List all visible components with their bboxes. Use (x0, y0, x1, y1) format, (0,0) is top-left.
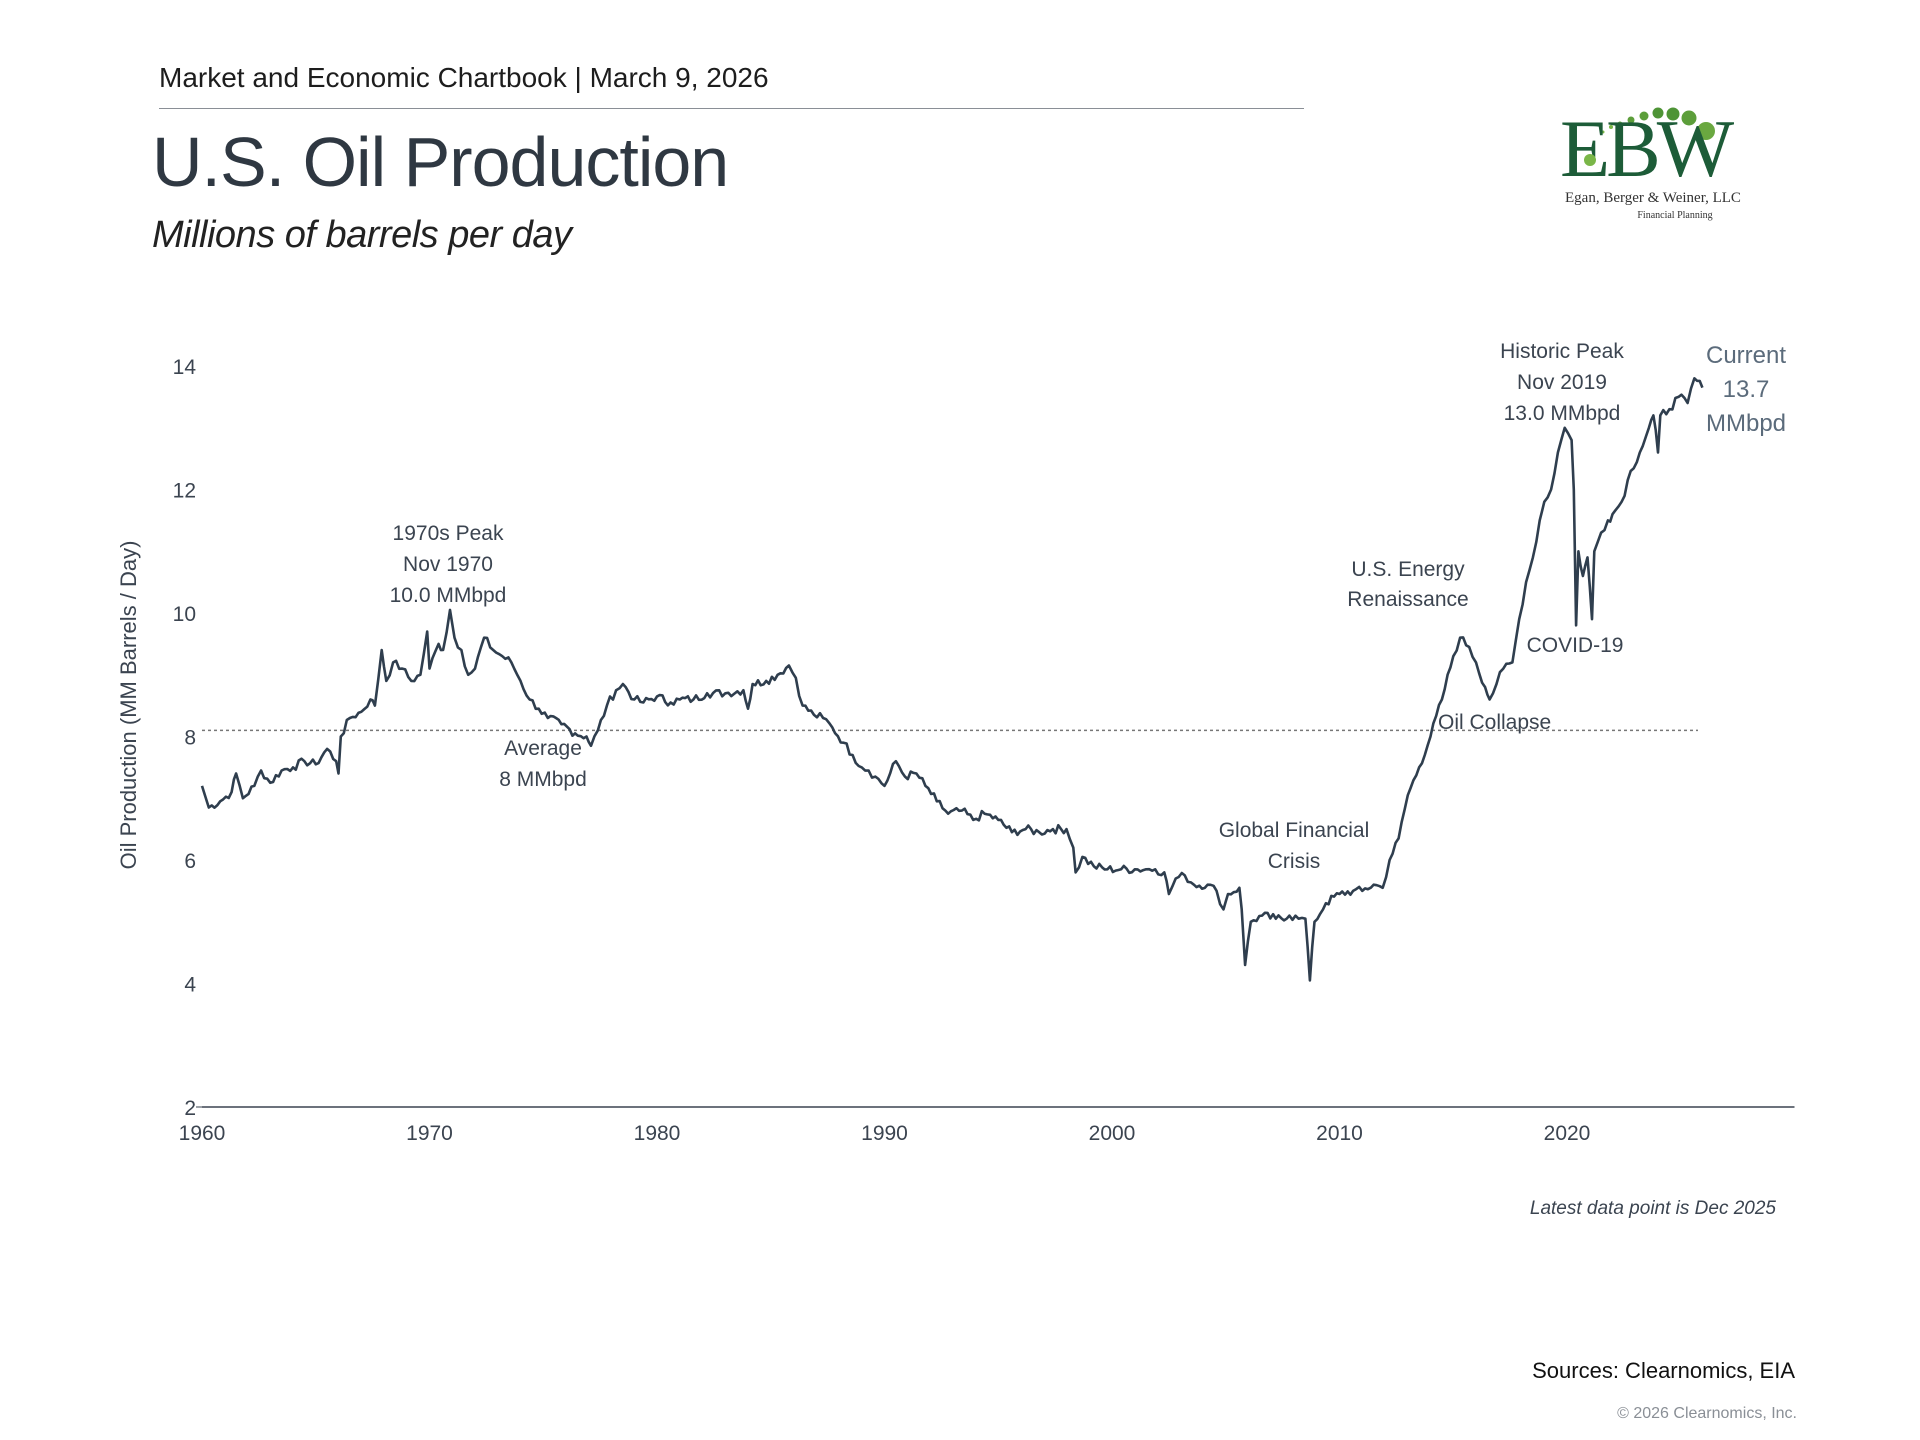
annotation-covid: COVID-19 (1527, 634, 1624, 657)
x-tick-label: 1990 (861, 1122, 908, 1145)
annotation-peak-1970s: 10.0 MMbpd (390, 584, 507, 607)
annotation-average: 8 MMbpd (499, 768, 587, 791)
annotation-current: 13.7 (1723, 376, 1770, 403)
page-subtitle: Millions of barrels per day (152, 214, 572, 256)
annotation-gfc: Crisis (1268, 850, 1321, 873)
annotation-average: Average (504, 737, 582, 760)
series-line-oil-production (200, 377, 1704, 982)
chartbook-header: Market and Economic Chartbook | March 9,… (159, 62, 769, 93)
annotation-peak-1970s: 1970s Peak (393, 522, 504, 545)
annotation-current: Current (1706, 342, 1786, 369)
logo-dot-icon (1584, 154, 1596, 166)
y-tick-label: 4 (184, 974, 196, 997)
annotation-historic-peak: Historic Peak (1500, 340, 1624, 363)
annotation-oil-collapse: Oil Collapse (1438, 711, 1551, 734)
y-axis-label: Oil Production (MM Barrels / Day) (116, 541, 141, 870)
logo-tagline: Financial Planning (1637, 210, 1713, 221)
y-tick-label: 8 (184, 727, 196, 750)
annotation-renaissance: Renaissance (1347, 588, 1468, 611)
y-tick-label: 6 (184, 850, 196, 873)
x-tick-label: 1970 (406, 1122, 453, 1145)
annotation-historic-peak: Nov 2019 (1517, 371, 1607, 394)
ebw-logo: EBW Egan, Berger & Weiner, LLC Financial… (1540, 80, 1800, 240)
x-tick-label: 2020 (1544, 1122, 1591, 1145)
y-tick-label: 12 (173, 480, 196, 503)
x-tick-label: 1980 (634, 1122, 681, 1145)
sources: Sources: Clearnomics, EIA (1532, 1358, 1795, 1383)
x-tick-label: 2000 (1089, 1122, 1136, 1145)
logo-company-name: Egan, Berger & Weiner, LLC (1565, 190, 1741, 206)
latest-data-note: Latest data point is Dec 2025 (1529, 1198, 1776, 1219)
y-tick-label: 10 (173, 603, 196, 626)
annotation-historic-peak: 13.0 MMbpd (1504, 402, 1621, 425)
header-divider (159, 108, 1304, 109)
annotation-gfc: Global Financial (1219, 819, 1370, 842)
copyright: © 2026 Clearnomics, Inc. (1617, 1405, 1797, 1422)
annotation-renaissance: U.S. Energy (1351, 558, 1465, 581)
logo-letters: EBW (1560, 103, 1734, 194)
annotation-peak-1970s: Nov 1970 (403, 553, 493, 576)
annotation-current: MMbpd (1706, 410, 1786, 437)
x-tick-label: 2010 (1316, 1122, 1363, 1145)
y-tick-label: 14 (173, 356, 197, 379)
page-title: U.S. Oil Production (152, 123, 729, 201)
x-tick-label: 1960 (179, 1122, 226, 1145)
y-tick-label: 2 (184, 1097, 196, 1120)
logo-dots-icon (1601, 107, 1715, 140)
